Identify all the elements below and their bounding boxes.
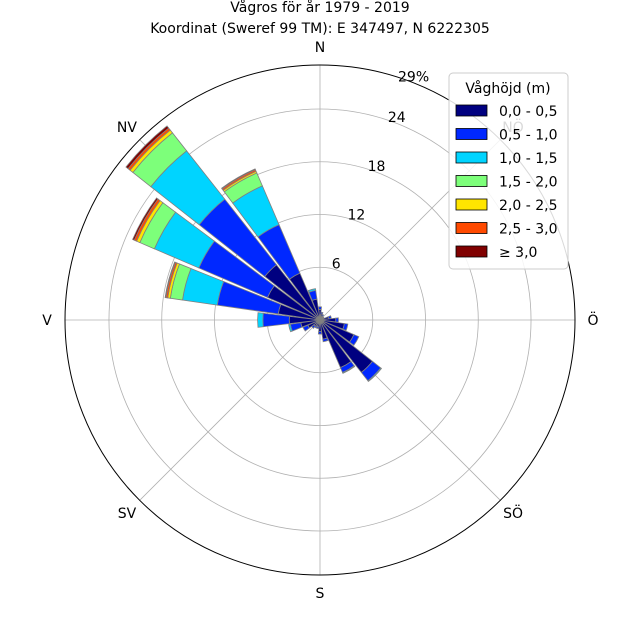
direction-label: SÖ	[503, 504, 523, 522]
direction-label: SV	[118, 506, 137, 522]
rose-bar-segment	[327, 315, 332, 320]
chart-title: Vågros för år 1979 - 2019	[230, 0, 409, 16]
legend-label: 1,0 - 1,5	[499, 151, 557, 167]
legend-label: 0,5 - 1,0	[499, 128, 557, 144]
rose-bar-segment	[321, 313, 325, 318]
grid-spoke	[139, 319, 321, 501]
legend-label: ≥ 3,0	[499, 245, 537, 261]
rose-bars	[125, 125, 383, 383]
rose-bar-segment	[164, 261, 176, 299]
direction-label: V	[42, 313, 52, 329]
radial-tick-label: 12	[347, 208, 365, 224]
legend-label: 2,0 - 2,5	[499, 198, 557, 214]
rose-bar-segment	[342, 365, 356, 374]
rose-bar-segment	[349, 334, 360, 346]
rose-bar-segment	[367, 367, 383, 383]
legend-label: 0,0 - 0,5	[499, 104, 557, 120]
direction-label: NV	[117, 120, 137, 136]
rose-bar-segment	[335, 317, 339, 323]
radial-tick-label: 24	[388, 110, 406, 126]
direction-label: S	[316, 586, 325, 602]
rose-bar-segment	[288, 323, 293, 333]
legend-swatch	[455, 104, 488, 117]
radial-tick-label: 6	[332, 256, 341, 272]
legend-swatch	[455, 175, 488, 187]
legend-label: 2,5 - 3,0	[499, 222, 557, 238]
chart-subtitle: Koordinat (Sweref 99 TM): E 347497, N 62…	[150, 21, 490, 37]
radial-tick-label: 18	[368, 159, 386, 175]
legend-swatch	[455, 151, 488, 164]
rose-bar-segment	[318, 306, 322, 310]
rose-bar-segment	[302, 324, 310, 332]
rose-bar-segment	[132, 197, 159, 241]
legend-swatch	[455, 245, 488, 258]
legend-swatch	[455, 128, 488, 140]
direction-label: Ö	[587, 311, 598, 329]
radial-tick-labels: 6 12 18 24 29%	[332, 69, 429, 272]
polar-frame	[64, 64, 576, 576]
rose-bar-segment	[317, 330, 323, 335]
legend: Våghöjd (m) 0,0 - 0,5 0,5 - 1,0 1,0 - 1,5 1…	[448, 72, 569, 270]
rose-bar-segment	[322, 337, 329, 343]
rose-bar-segment	[320, 311, 324, 315]
rose-bar-segment	[307, 288, 317, 293]
direction-label: N	[315, 40, 325, 56]
legend-swatch	[455, 222, 488, 234]
radial-tick-label: 29%	[398, 69, 429, 85]
legend-box	[448, 72, 569, 270]
rose-bar-segment	[342, 323, 349, 331]
rose-bar-segment	[257, 312, 264, 328]
legend-swatch	[455, 198, 488, 211]
rose-bar-segment	[125, 125, 170, 170]
legend-label: 1,5 - 2,0	[499, 175, 557, 191]
legend-title: Våghöjd (m)	[465, 80, 550, 97]
rose-bar-segment	[221, 168, 256, 190]
